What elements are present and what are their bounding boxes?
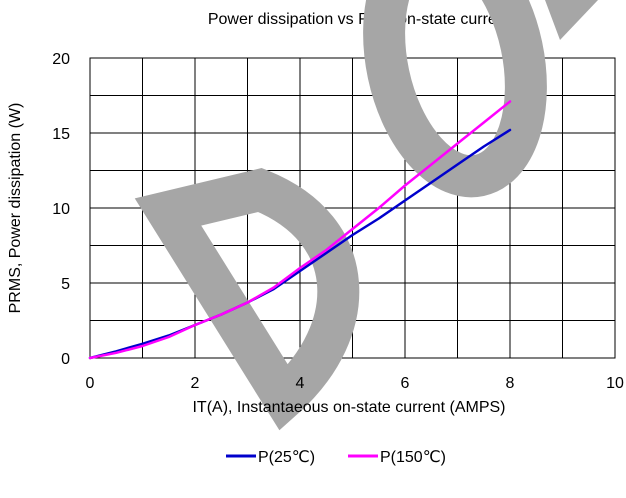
series-layer [88, 100, 512, 360]
x-tick-labels: 0 2 4 6 8 10 [86, 375, 624, 392]
x-tick-label: 8 [506, 375, 515, 392]
y-tick-labels: 0 5 10 15 20 [52, 51, 70, 368]
series-line-1 [88, 100, 512, 360]
y-tick-label: 0 [61, 351, 70, 368]
x-tick-label: 10 [606, 375, 624, 392]
y-tick-label: 20 [52, 51, 70, 68]
chart-title: Power dissipation vs RMS on-state curren… [208, 11, 511, 28]
legend-label-0: P(25℃) [258, 449, 315, 466]
watermark-fragment [545, 0, 598, 40]
watermark-letter-o [363, 0, 547, 198]
x-tick-label: 2 [191, 375, 200, 392]
legend-label-1: P(150℃) [380, 449, 446, 466]
watermark-letter-d [134, 168, 360, 431]
x-tick-label: 4 [296, 375, 305, 392]
y-tick-label: 5 [61, 276, 70, 293]
y-axis-label: PRMS, Power dissipation (W) [7, 103, 24, 314]
x-tick-label: 0 [86, 375, 95, 392]
y-tick-label: 10 [52, 201, 70, 218]
series-line-0 [88, 128, 512, 360]
x-tick-label: 6 [401, 375, 410, 392]
legend: P(25℃) P(150℃) [226, 449, 446, 466]
y-tick-label: 15 [52, 126, 70, 143]
watermark-logo [134, 0, 598, 431]
x-axis-label: IT(A), Instantaeous on-state current (AM… [192, 399, 505, 416]
